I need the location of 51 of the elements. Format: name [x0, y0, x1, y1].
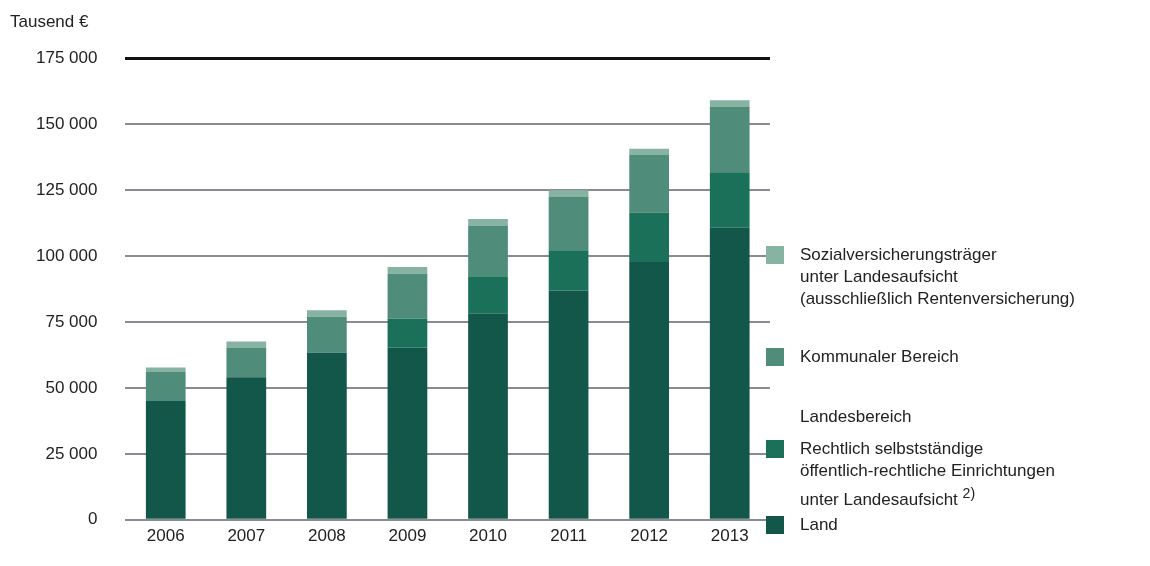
- x-tick-label: 2011: [550, 525, 587, 545]
- x-tick-label: 2012: [630, 525, 669, 545]
- x-tick-label: 2010: [469, 525, 507, 545]
- y-axis-title: Tausend €: [10, 12, 89, 32]
- bar: [387, 347, 428, 519]
- legend-title: Landesbereich: [800, 406, 912, 428]
- bar: [145, 367, 186, 373]
- bar: [145, 401, 186, 519]
- bar: [548, 250, 589, 291]
- bar: [145, 372, 186, 402]
- y-tick-label: 100 000: [36, 245, 98, 265]
- bar: [629, 261, 670, 519]
- bar: [468, 225, 508, 278]
- bar: [387, 267, 428, 274]
- x-tick-label: 2008: [307, 525, 346, 545]
- bar: [226, 347, 267, 378]
- y-tick-label: 125 000: [36, 179, 98, 199]
- bar: [709, 227, 750, 519]
- bar: [307, 310, 347, 317]
- legend-label: Land: [800, 514, 838, 536]
- bar: [629, 148, 670, 156]
- bar: [307, 316, 347, 353]
- legend-label: Sozialversicherungsträger unter Landesaufsicht (ausschließlich Rentenversicherung): [800, 244, 1075, 310]
- bar: [468, 218, 508, 226]
- bar: [468, 277, 508, 314]
- y-tick-label: 75 000: [45, 311, 98, 331]
- bar: [709, 107, 750, 173]
- bar: [629, 212, 670, 262]
- bar: [709, 100, 750, 108]
- x-tick-label: 2007: [227, 525, 266, 545]
- bar: [709, 172, 750, 228]
- x-tick-label: 2006: [146, 525, 185, 545]
- bar: [548, 190, 589, 197]
- y-tick-label: 25 000: [45, 443, 98, 463]
- x-tick-label: 2009: [388, 525, 427, 545]
- bar: [226, 341, 267, 348]
- bar: [226, 377, 267, 519]
- legend-label: Kommunaler Bereich: [800, 346, 959, 368]
- y-tick-label: 50 000: [45, 377, 98, 397]
- x-tick-label: 2013: [710, 525, 749, 545]
- bar: [307, 352, 347, 519]
- y-tick-label: 0: [87, 509, 98, 529]
- y-tick-label: 150 000: [36, 113, 98, 133]
- bar: [387, 318, 428, 348]
- bar: [387, 273, 428, 319]
- legend-label: Rechtlich selbstständige öffentlich-rechtliche Einrichtungen unter Landesaufsicht $^{2)}$: [800, 438, 1055, 511]
- bar: [548, 290, 589, 519]
- bar: [468, 313, 508, 519]
- y-tick-label: 175 000: [36, 47, 98, 67]
- bar: [629, 155, 670, 213]
- bar: [548, 196, 589, 251]
